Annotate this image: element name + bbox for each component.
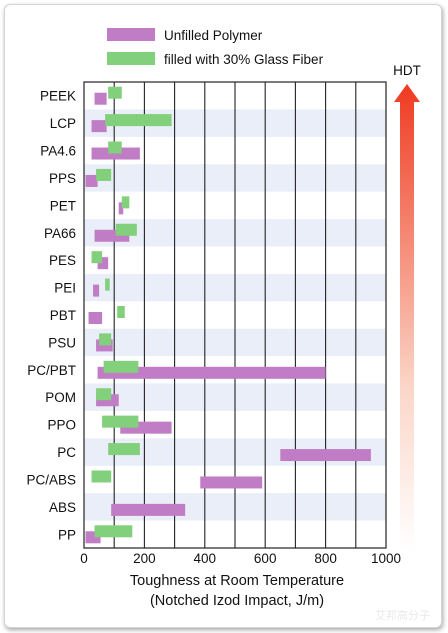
category-label: PEI: [54, 281, 76, 296]
bar-glass-filled-ppo: [102, 415, 139, 428]
bar-glass-filled-peek: [108, 86, 122, 99]
bar-unfilled-peek: [94, 92, 107, 105]
bar-unfilled-pes: [97, 257, 109, 270]
plot-border: [83, 81, 387, 549]
bar-glass-filled-pes: [91, 251, 103, 264]
bar-glass-filled-pp: [94, 525, 133, 538]
category-label: PBT: [50, 308, 76, 323]
bar-unfilled-pet: [118, 202, 124, 215]
category-label: POM: [45, 390, 76, 405]
category-label: PA4.6: [40, 144, 76, 159]
bar-unfilled-pei: [93, 284, 100, 297]
bar-glass-filled-pc: [108, 443, 140, 456]
category-labels: PEEK LCP PA4.6 PPS PET PA66 PES PEI PBT PSU PC/PBT…: [26, 89, 76, 543]
legend-label-unfilled: Unfilled Polymer: [164, 28, 263, 43]
x-tick-label: 0: [80, 551, 88, 566]
bar-glass-filled-pc-pbt: [103, 360, 139, 373]
category-label: PPS: [49, 171, 76, 186]
legend-swatch-unfilled: [107, 28, 155, 41]
category-label: ABS: [49, 500, 76, 515]
bar-glass-filled-pei: [105, 278, 110, 291]
category-label: PP: [58, 527, 76, 542]
category-label: PEEK: [40, 89, 76, 104]
category-label: PC/ABS: [26, 472, 76, 487]
category-label: PET: [50, 198, 76, 213]
category-label: PC: [57, 445, 76, 460]
bar-glass-filled-pom: [96, 388, 112, 401]
bar-glass-filled-pbt: [117, 306, 125, 318]
x-tick-label: 200: [133, 551, 156, 566]
bar-glass-filled-pa66: [115, 223, 137, 236]
bar-glass-filled-pet: [121, 196, 130, 209]
x-tick-labels: 0 200 400 600 800 1000: [80, 551, 401, 566]
watermark: 艾邦高分子: [375, 609, 430, 622]
x-tick-label: 400: [194, 551, 217, 566]
bar-glass-filled-pps: [96, 168, 112, 181]
hdt-label: HDT: [393, 63, 421, 78]
category-label: PC/PBT: [27, 363, 76, 378]
legend-swatch-filled: [107, 52, 155, 65]
x-tick-label: 800: [314, 551, 337, 566]
bar-unfilled-abs: [111, 503, 186, 516]
bar-unfilled-pc-abs: [200, 476, 263, 489]
category-label: PPO: [47, 418, 76, 433]
category-label: PES: [49, 253, 76, 268]
bar-unfilled-pbt: [88, 312, 103, 324]
chart-frame: [4, 4, 442, 628]
legend: Unfilled Polymer filled with 30% Glass F…: [107, 28, 324, 67]
bar-glass-filled-psu: [99, 333, 112, 346]
x-tick-label: 600: [254, 551, 277, 566]
bar-unfilled-pps: [85, 174, 98, 187]
bar-glass-filled-pa4-6: [108, 141, 122, 154]
x-axis-label-line1: Toughness at Room Temperature: [130, 573, 344, 589]
bar-glass-filled-pc-abs: [91, 470, 112, 483]
x-tick-label: 1000: [371, 551, 401, 566]
bar-unfilled-pc-pbt: [97, 366, 326, 379]
bar-unfilled-pc: [280, 449, 371, 462]
category-label: LCP: [50, 116, 76, 131]
category-label: PA66: [44, 226, 76, 241]
hdt-arrow: [394, 84, 420, 552]
category-label: PSU: [48, 335, 76, 350]
gridlines: [113, 82, 357, 548]
legend-label-filled: filled with 30% Glass Fiber: [164, 52, 324, 67]
x-axis-label-line2: (Notched Izod Impact, J/m): [150, 593, 324, 609]
bars: [85, 86, 371, 544]
bar-glass-filled-lcp: [105, 114, 172, 127]
bar-unfilled-lcp: [91, 120, 107, 133]
